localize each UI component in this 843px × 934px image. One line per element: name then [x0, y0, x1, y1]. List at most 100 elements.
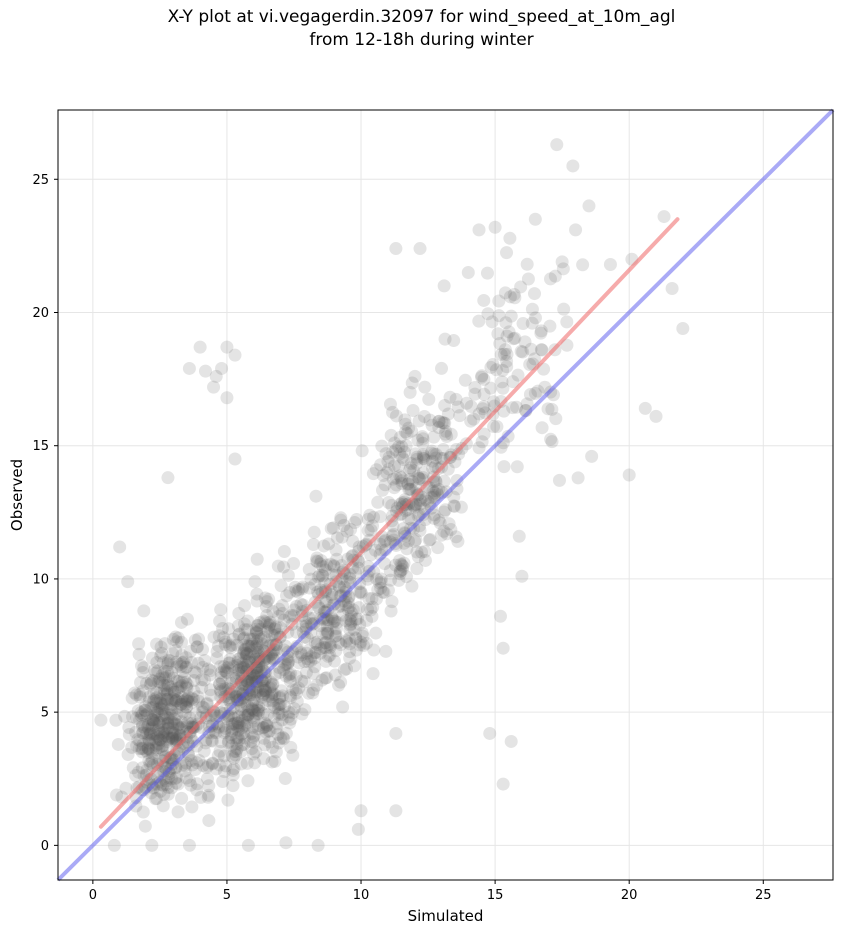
data-point	[248, 756, 262, 770]
data-point	[541, 402, 555, 416]
data-point	[252, 700, 266, 714]
data-point	[344, 610, 358, 624]
data-point	[170, 770, 184, 784]
data-point	[222, 622, 236, 636]
data-point	[501, 429, 515, 443]
data-point	[145, 732, 159, 746]
data-point	[132, 742, 146, 756]
data-point	[310, 678, 324, 692]
data-point	[384, 428, 398, 442]
data-point	[261, 621, 275, 635]
data-point	[389, 804, 403, 818]
data-point	[398, 425, 412, 439]
data-point	[336, 608, 350, 622]
data-point	[142, 734, 156, 748]
data-point	[238, 719, 252, 733]
data-point	[352, 601, 366, 615]
data-point	[147, 715, 161, 729]
data-point	[216, 774, 230, 788]
data-point	[233, 719, 247, 733]
data-point	[194, 790, 208, 804]
data-point	[241, 708, 255, 722]
data-point	[477, 427, 491, 441]
data-point	[394, 564, 408, 578]
data-point	[271, 559, 285, 573]
data-point	[354, 586, 368, 600]
data-point	[169, 694, 183, 708]
data-point	[155, 646, 169, 660]
data-point	[364, 603, 378, 617]
data-point	[159, 692, 173, 706]
data-point	[364, 548, 378, 562]
data-point	[179, 756, 193, 770]
data-point	[404, 482, 418, 496]
data-point	[528, 386, 542, 400]
data-point	[545, 402, 559, 416]
data-point	[277, 663, 291, 677]
data-point	[129, 725, 143, 739]
data-point	[372, 576, 386, 590]
data-point	[224, 728, 238, 742]
data-point	[320, 627, 334, 641]
data-point	[395, 474, 409, 488]
data-point	[389, 471, 403, 485]
data-point	[508, 291, 522, 305]
data-point	[356, 629, 370, 643]
data-point	[343, 645, 357, 659]
data-point	[142, 754, 156, 768]
data-point	[359, 636, 373, 650]
data-point	[274, 579, 288, 593]
data-point	[216, 621, 230, 635]
data-point	[141, 722, 155, 736]
data-point	[162, 721, 176, 735]
data-point	[291, 585, 305, 599]
data-point	[353, 577, 367, 591]
data-point	[402, 473, 416, 487]
fit-line	[98, 217, 680, 829]
data-point	[215, 675, 229, 689]
data-point	[603, 258, 617, 272]
data-point	[350, 512, 364, 526]
data-point	[248, 708, 262, 722]
data-point	[192, 754, 206, 768]
data-point	[157, 671, 171, 685]
data-point	[133, 690, 147, 704]
data-point	[218, 638, 232, 652]
data-point	[263, 617, 277, 631]
x-tick-label: 0	[89, 888, 97, 903]
data-point	[433, 516, 447, 530]
data-point	[266, 605, 280, 619]
data-point	[415, 545, 429, 559]
data-point	[200, 760, 214, 774]
data-point	[257, 720, 271, 734]
data-point	[332, 678, 346, 692]
data-point	[241, 614, 255, 628]
data-point	[283, 585, 297, 599]
data-point	[224, 641, 238, 655]
data-point	[136, 741, 150, 755]
data-point	[210, 644, 224, 658]
data-point	[365, 609, 379, 623]
data-point	[534, 326, 548, 340]
data-point	[172, 718, 186, 732]
data-point	[311, 570, 325, 584]
data-point	[163, 708, 177, 722]
data-point	[425, 444, 439, 458]
data-point	[180, 692, 194, 706]
data-point	[94, 713, 108, 727]
data-point	[329, 629, 343, 643]
data-point	[184, 778, 198, 792]
data-point	[350, 643, 364, 657]
data-point	[307, 525, 321, 539]
data-point	[157, 683, 171, 697]
data-point	[498, 286, 512, 300]
data-point	[162, 732, 176, 746]
data-point	[382, 450, 396, 464]
data-point	[435, 415, 449, 429]
data-point	[308, 660, 322, 674]
data-point	[251, 619, 265, 633]
data-point	[322, 537, 336, 551]
data-point	[294, 597, 308, 611]
data-point	[454, 500, 468, 514]
data-point	[241, 639, 255, 653]
